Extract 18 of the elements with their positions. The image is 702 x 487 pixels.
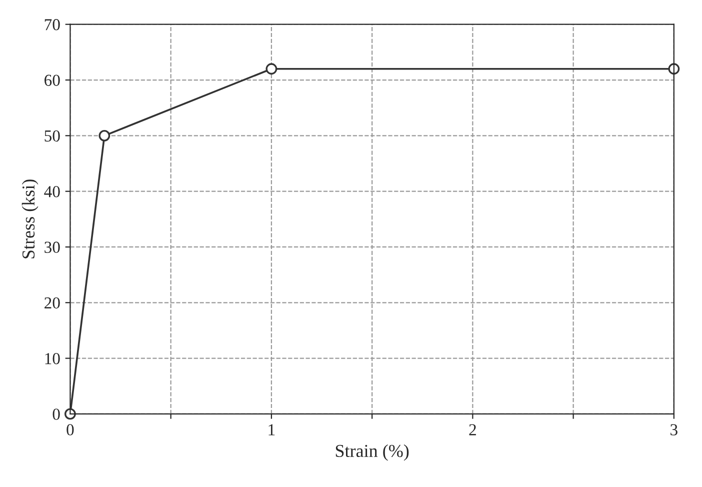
y-tick-label: 30 bbox=[44, 242, 60, 253]
y-tick-label: 50 bbox=[44, 130, 60, 142]
point bbox=[98, 130, 110, 142]
x-tick-label: 2 bbox=[469, 424, 476, 436]
point bbox=[266, 63, 278, 75]
x-tick-label: 1 bbox=[268, 424, 275, 436]
x-tick-label: 3 bbox=[670, 424, 678, 436]
y-tick-label: 60 bbox=[44, 74, 60, 86]
y-tick-label: 40 bbox=[44, 186, 60, 198]
point bbox=[64, 408, 76, 420]
y-tick-label: 20 bbox=[44, 297, 60, 309]
x-tick-label: 0 bbox=[66, 424, 74, 436]
y-axis-title: Stress (ksi) bbox=[22, 180, 38, 258]
x-axis-title: Strain (%) bbox=[336, 444, 409, 461]
y-tick-label: 10 bbox=[45, 352, 60, 364]
point bbox=[668, 63, 680, 75]
y-tick-label: 70 bbox=[44, 19, 60, 30]
y-tick-label: 0 bbox=[52, 408, 60, 420]
